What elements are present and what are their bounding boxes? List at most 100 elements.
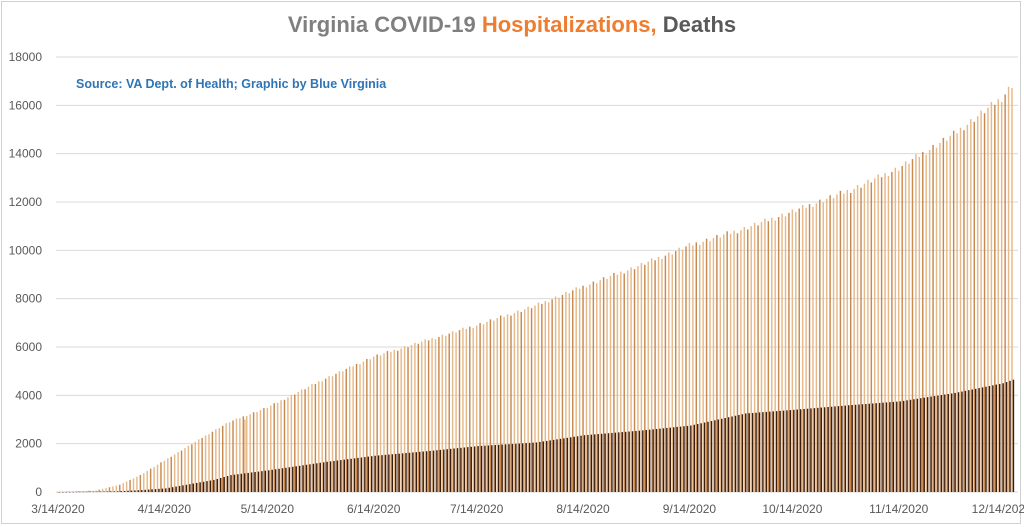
- hospitalization-bar: [499, 315, 502, 492]
- death-bar: [254, 472, 256, 492]
- death-bar: [336, 460, 339, 492]
- death-bar: [477, 446, 479, 492]
- death-bar: [775, 411, 778, 492]
- death-bar: [741, 414, 744, 492]
- hospitalization-bar: [942, 137, 945, 492]
- death-bar: [690, 425, 692, 492]
- death-bar: [168, 487, 170, 492]
- hospitalization-bar: [153, 466, 155, 492]
- death-bar: [765, 411, 768, 492]
- hospitalization-bar: [805, 207, 807, 492]
- death-bar: [535, 442, 538, 492]
- hospitalization-bar: [537, 302, 540, 492]
- hospitalization-bar: [386, 351, 389, 492]
- death-bar: [930, 396, 932, 492]
- death-bar: [820, 407, 822, 492]
- death-bar: [974, 388, 977, 492]
- death-bar: [587, 434, 589, 492]
- hospitalization-bar: [235, 418, 238, 492]
- hospitalization-bar: [390, 351, 392, 492]
- death-bar: [278, 468, 280, 492]
- death-bar: [823, 407, 826, 492]
- x-tick-label: 6/14/2020: [347, 502, 401, 516]
- death-bar: [305, 464, 308, 492]
- hospitalization-bar: [795, 212, 797, 492]
- hospitalization-bar: [256, 412, 258, 492]
- death-bar: [134, 490, 136, 492]
- death-bar: [391, 454, 394, 492]
- death-bar: [346, 459, 349, 492]
- death-bar: [662, 428, 665, 492]
- death-bar: [916, 398, 919, 492]
- hospitalization-bar: [915, 154, 917, 492]
- hospitalization-bar: [664, 255, 667, 492]
- death-bar: [834, 406, 836, 492]
- death-bar: [697, 424, 699, 492]
- hospitalization-bar: [863, 183, 866, 492]
- death-bar: [769, 411, 771, 492]
- death-bar: [686, 425, 689, 492]
- hospitalization-bar: [414, 342, 416, 492]
- death-bar: [652, 429, 654, 492]
- death-bar: [195, 482, 198, 492]
- hospitalization-bar: [170, 456, 172, 492]
- hospitalization-bar: [458, 330, 461, 492]
- death-bar: [957, 392, 960, 492]
- death-bar: [669, 427, 671, 492]
- hospitalization-bar: [849, 192, 852, 492]
- death-bar: [137, 490, 140, 492]
- death-bar: [446, 449, 448, 492]
- death-bar: [494, 445, 496, 492]
- death-bar: [597, 434, 599, 492]
- hospitalization-bar: [417, 343, 420, 492]
- hospitalization-bar: [801, 204, 804, 493]
- death-bar: [899, 401, 901, 492]
- y-tick-label: 14000: [9, 147, 43, 161]
- hospitalization-bar: [486, 321, 488, 492]
- death-bar: [803, 408, 805, 492]
- death-bar: [525, 443, 527, 492]
- death-bar: [638, 430, 641, 492]
- hospitalization-bar: [853, 188, 855, 492]
- hospitalization-bar: [520, 311, 522, 492]
- death-bar: [117, 491, 119, 492]
- death-bar: [817, 407, 819, 492]
- hospitalization-bar: [640, 263, 643, 492]
- death-bar: [360, 457, 363, 492]
- death-bar: [470, 446, 472, 492]
- hospitalization-bar: [568, 293, 571, 492]
- hospitalization-bar: [788, 212, 790, 492]
- death-bar: [635, 430, 637, 492]
- hospitalization-bar: [602, 277, 605, 492]
- death-bar: [762, 412, 764, 492]
- death-bar: [141, 490, 143, 492]
- death-bar: [261, 471, 263, 492]
- death-bar: [920, 398, 922, 492]
- death-bar: [1009, 380, 1011, 492]
- hospitalization-bar: [771, 217, 773, 492]
- hospitalization-bar: [980, 110, 982, 492]
- hospitalization-bar: [812, 206, 814, 492]
- hospitalization-bar: [970, 119, 972, 493]
- hospitalization-bar: [582, 285, 584, 492]
- hospitalization-bar: [613, 272, 615, 492]
- hospitalization-bar: [397, 350, 399, 492]
- hospitalization-bar: [143, 473, 145, 492]
- hospitalization-bar: [119, 484, 121, 492]
- death-bar: [727, 417, 730, 492]
- hospitalization-bar: [451, 331, 454, 492]
- death-bar: [734, 415, 737, 492]
- hospitalization-bar: [91, 490, 94, 492]
- hospitalization-bar: [300, 389, 303, 492]
- hospitalization-bar: [273, 403, 275, 492]
- hospitalization-bar: [781, 213, 783, 493]
- hospitalization-bar: [918, 156, 921, 492]
- hospitalization-bar: [932, 144, 934, 492]
- hospitalization-bar: [626, 270, 629, 492]
- death-bar: [343, 459, 345, 492]
- death-bar: [257, 471, 260, 492]
- hospitalization-bar: [726, 231, 728, 492]
- death-bar: [374, 455, 376, 492]
- death-bar: [247, 472, 249, 492]
- hospitalization-bar: [307, 386, 310, 492]
